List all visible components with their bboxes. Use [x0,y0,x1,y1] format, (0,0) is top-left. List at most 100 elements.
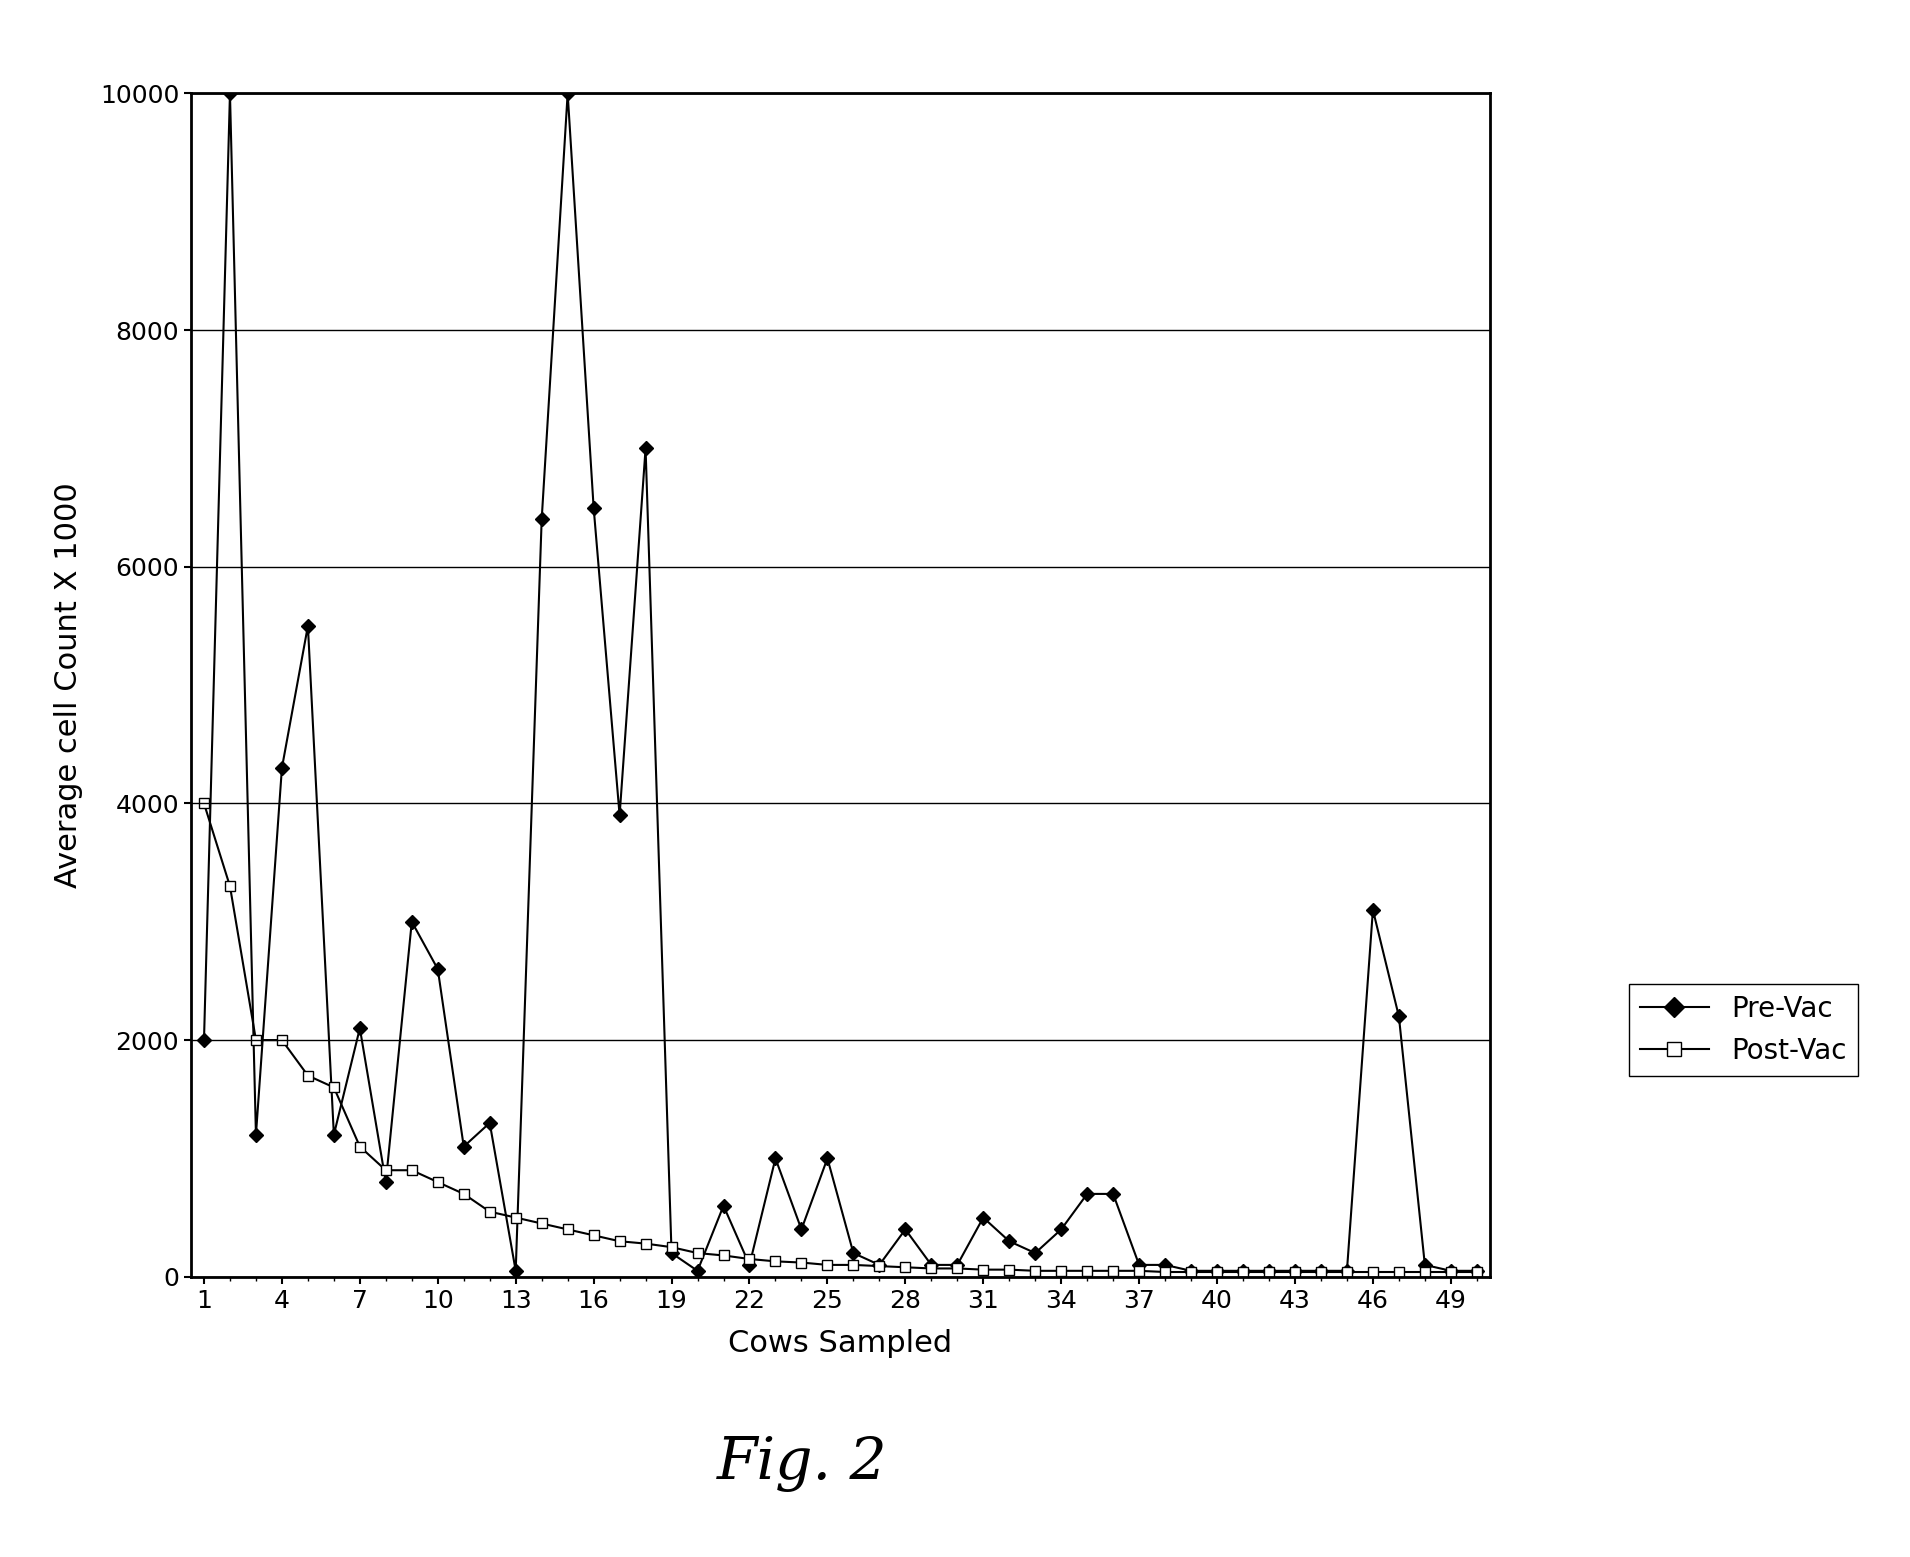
Post-Vac [764,1252,787,1271]
Pre-Vac [1205,1261,1228,1280]
Pre-Vac [1440,1261,1463,1280]
Pre-Vac [1284,1261,1306,1280]
Pre-Vac [972,1208,995,1227]
Pre-Vac [607,807,630,825]
Pre-Vac [997,1232,1020,1250]
Post-Vac [894,1258,917,1277]
Post-Vac [997,1260,1020,1278]
Pre-Vac [1257,1261,1280,1280]
Pre-Vac [1465,1261,1488,1280]
Pre-Vac [374,1172,397,1191]
Post-Vac [1154,1263,1177,1281]
Post-Vac [583,1225,605,1244]
Pre-Vac [791,1221,814,1239]
Pre-Vac [401,912,424,931]
Pre-Vac [634,439,657,458]
Pre-Vac [1310,1261,1333,1280]
Post-Vac [686,1244,709,1263]
Pre-Vac [348,1018,371,1037]
Pre-Vac [453,1137,476,1155]
Post-Vac [374,1162,397,1180]
Pre-Vac [1075,1185,1098,1204]
Post-Vac [842,1255,865,1274]
Line: Pre-Vac: Pre-Vac [199,89,1482,1275]
Pre-Vac [583,498,605,517]
Post-Vac [193,794,216,813]
Text: Fig. 2: Fig. 2 [716,1436,888,1492]
Post-Vac [1362,1263,1385,1281]
Pre-Vac [218,84,241,103]
Pre-Vac [737,1255,760,1274]
Post-Vac [1127,1261,1150,1280]
Post-Vac [426,1172,449,1191]
Post-Vac [1205,1263,1228,1281]
Post-Vac [634,1235,657,1253]
Post-Vac [1180,1263,1203,1281]
Post-Vac [244,1031,267,1049]
Line: Post-Vac: Post-Vac [199,799,1482,1277]
Pre-Vac [921,1255,944,1274]
Post-Vac [531,1214,554,1233]
Post-Vac [504,1208,527,1227]
Legend: Pre-Vac, Post-Vac: Pre-Vac, Post-Vac [1629,984,1858,1076]
Y-axis label: Average cell Count X 1000: Average cell Count X 1000 [53,483,84,887]
Pre-Vac [764,1149,787,1168]
Post-Vac [1440,1263,1463,1281]
Post-Vac [271,1031,294,1049]
Pre-Vac [531,511,554,529]
Pre-Vac [426,959,449,978]
Pre-Vac [244,1126,267,1144]
Post-Vac [1232,1263,1255,1281]
Post-Vac [1387,1263,1410,1281]
Post-Vac [661,1238,684,1256]
Post-Vac [1102,1261,1125,1280]
Pre-Vac [816,1149,838,1168]
Pre-Vac [842,1244,865,1263]
Post-Vac [712,1246,735,1264]
Pre-Vac [323,1126,346,1144]
Pre-Vac [1180,1261,1203,1280]
Pre-Vac [1102,1185,1125,1204]
Post-Vac [1310,1263,1333,1281]
Pre-Vac [712,1196,735,1214]
Pre-Vac [894,1221,917,1239]
Post-Vac [296,1067,319,1085]
Pre-Vac [1024,1244,1047,1263]
Post-Vac [1257,1263,1280,1281]
Post-Vac [1024,1261,1047,1280]
Pre-Vac [271,758,294,777]
Post-Vac [218,877,241,895]
Post-Vac [401,1162,424,1180]
Pre-Vac [193,1031,216,1049]
Post-Vac [945,1260,968,1278]
Post-Vac [453,1185,476,1204]
Pre-Vac [661,1244,684,1263]
Post-Vac [478,1202,500,1221]
Pre-Vac [1413,1255,1436,1274]
X-axis label: Cows Sampled: Cows Sampled [728,1330,953,1358]
Pre-Vac [296,617,319,635]
Post-Vac [921,1260,944,1278]
Post-Vac [607,1232,630,1250]
Pre-Vac [504,1261,527,1280]
Post-Vac [972,1260,995,1278]
Post-Vac [1335,1263,1358,1281]
Pre-Vac [1362,900,1385,919]
Post-Vac [323,1077,346,1096]
Post-Vac [348,1137,371,1155]
Post-Vac [1413,1263,1436,1281]
Post-Vac [737,1250,760,1269]
Pre-Vac [1387,1007,1410,1026]
Post-Vac [1075,1261,1098,1280]
Pre-Vac [1232,1261,1255,1280]
Pre-Vac [478,1113,500,1132]
Pre-Vac [1127,1255,1150,1274]
Post-Vac [1465,1263,1488,1281]
Pre-Vac [686,1261,709,1280]
Pre-Vac [1335,1261,1358,1280]
Pre-Vac [867,1255,890,1274]
Post-Vac [556,1221,579,1239]
Pre-Vac [1154,1255,1177,1274]
Pre-Vac [1050,1221,1073,1239]
Post-Vac [816,1255,838,1274]
